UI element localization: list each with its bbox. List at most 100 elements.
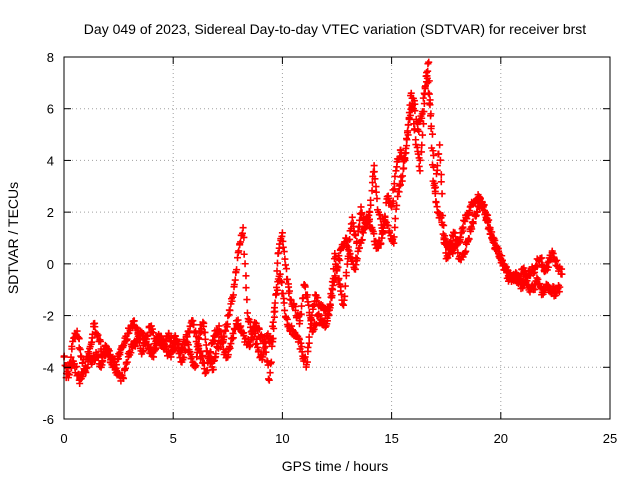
data-point-interp xyxy=(203,347,211,355)
data-point xyxy=(425,58,433,66)
data-point xyxy=(534,275,542,283)
data-point-interp xyxy=(339,300,347,308)
data-point-interp xyxy=(273,267,281,275)
data-point-interp xyxy=(260,344,268,352)
data-point-interp xyxy=(231,325,239,333)
data-point-interp xyxy=(309,305,317,313)
data-point-interp xyxy=(303,358,311,366)
data-point-interp xyxy=(159,335,167,343)
data-point-interp xyxy=(311,322,319,330)
data-point-interp xyxy=(240,233,248,241)
data-point-interp xyxy=(242,272,250,280)
y-axis-title: SDTVAR / TECUs xyxy=(5,182,21,294)
data-point xyxy=(558,270,566,278)
y-tick-label: 0 xyxy=(47,257,54,272)
data-point xyxy=(451,229,459,237)
data-point-interp xyxy=(389,186,397,194)
data-point-interp xyxy=(279,237,287,245)
data-point-interp xyxy=(371,175,379,183)
data-point-interp xyxy=(411,125,419,133)
data-point-interp xyxy=(274,249,282,257)
data-point-interp xyxy=(370,168,378,176)
data-point-interp xyxy=(84,348,92,356)
data-point-interp xyxy=(240,250,248,258)
data-point-interp xyxy=(372,188,380,196)
data-point-interp xyxy=(268,335,276,343)
data-point-interp xyxy=(404,127,412,135)
data-point-interp xyxy=(341,282,349,290)
data-point-interp xyxy=(352,231,360,239)
data-point-interp xyxy=(408,99,416,107)
data-point-interp xyxy=(448,239,456,247)
data-point-interp xyxy=(219,338,227,346)
data-point-interp xyxy=(269,318,277,326)
data-point-interp xyxy=(352,261,360,269)
data-point xyxy=(235,247,243,255)
data-point xyxy=(420,100,428,108)
data-point-interp xyxy=(121,364,129,372)
data-point-interp xyxy=(305,339,313,347)
data-point xyxy=(123,358,131,366)
data-point-interp xyxy=(199,352,207,360)
y-tick-labels: -6 -4 -2 0 2 4 6 8 xyxy=(42,50,54,427)
data-point-interp xyxy=(368,179,376,187)
data-point-interp xyxy=(76,345,84,353)
data-point-interp xyxy=(79,372,87,380)
data-point-interp xyxy=(273,259,281,267)
data-point-interp xyxy=(437,214,445,222)
data-point-interp xyxy=(531,285,539,293)
data-point-interp xyxy=(532,262,540,270)
plot-frame xyxy=(63,56,611,420)
data-point-interp xyxy=(462,247,470,255)
data-point-interp xyxy=(310,325,318,333)
data-point-interp xyxy=(120,341,128,349)
data-point-interp xyxy=(201,328,209,336)
data-point-interp xyxy=(454,241,462,249)
x-tick-label: 10 xyxy=(275,431,289,446)
data-point-interp xyxy=(143,335,151,343)
data-point-interp xyxy=(75,335,83,343)
data-point-interp xyxy=(68,342,76,350)
data-point-interp xyxy=(405,109,413,117)
data-point-interp xyxy=(285,287,293,295)
data-point-interp xyxy=(180,340,188,348)
data-point-interp xyxy=(480,201,488,209)
y-tick-label: 4 xyxy=(47,153,54,168)
data-point-interp xyxy=(301,353,309,361)
data-point-interp xyxy=(330,278,338,286)
data-point-interp xyxy=(420,108,428,116)
data-point-interp xyxy=(201,335,209,343)
data-point-interp xyxy=(417,148,425,156)
data-point-interp xyxy=(430,151,438,159)
data-point xyxy=(403,136,411,144)
data-point-interp xyxy=(288,322,296,330)
data-point-interp xyxy=(173,335,181,343)
data-point-interp xyxy=(308,311,316,319)
x-axis-title: GPS time / hours xyxy=(282,458,389,474)
data-point-interp xyxy=(393,201,401,209)
data-point-interp xyxy=(303,291,311,299)
data-point-interp xyxy=(395,188,403,196)
data-point-interp xyxy=(280,248,288,256)
data-point-interp xyxy=(336,256,344,264)
data-point xyxy=(556,283,564,291)
data-point-interp xyxy=(454,249,462,257)
data-point xyxy=(370,162,378,170)
data-point-interp xyxy=(397,173,405,181)
data-point-interp xyxy=(389,197,397,205)
data-point-interp xyxy=(209,366,217,374)
data-point-interp xyxy=(231,276,239,284)
data-point-interp xyxy=(365,215,373,223)
data-point-interp xyxy=(192,327,200,335)
data-point-interp xyxy=(304,343,312,351)
data-point-interp xyxy=(278,279,286,287)
data-point-interp xyxy=(452,235,460,243)
data-point-interp xyxy=(341,292,349,300)
x-tick-label: 0 xyxy=(60,431,67,446)
x-tick-label: 20 xyxy=(494,431,508,446)
data-point-interp xyxy=(415,127,423,135)
data-point-interp xyxy=(426,96,434,104)
y-tick-label: 2 xyxy=(47,205,54,220)
data-point-interp xyxy=(402,149,410,157)
data-point xyxy=(366,208,374,216)
